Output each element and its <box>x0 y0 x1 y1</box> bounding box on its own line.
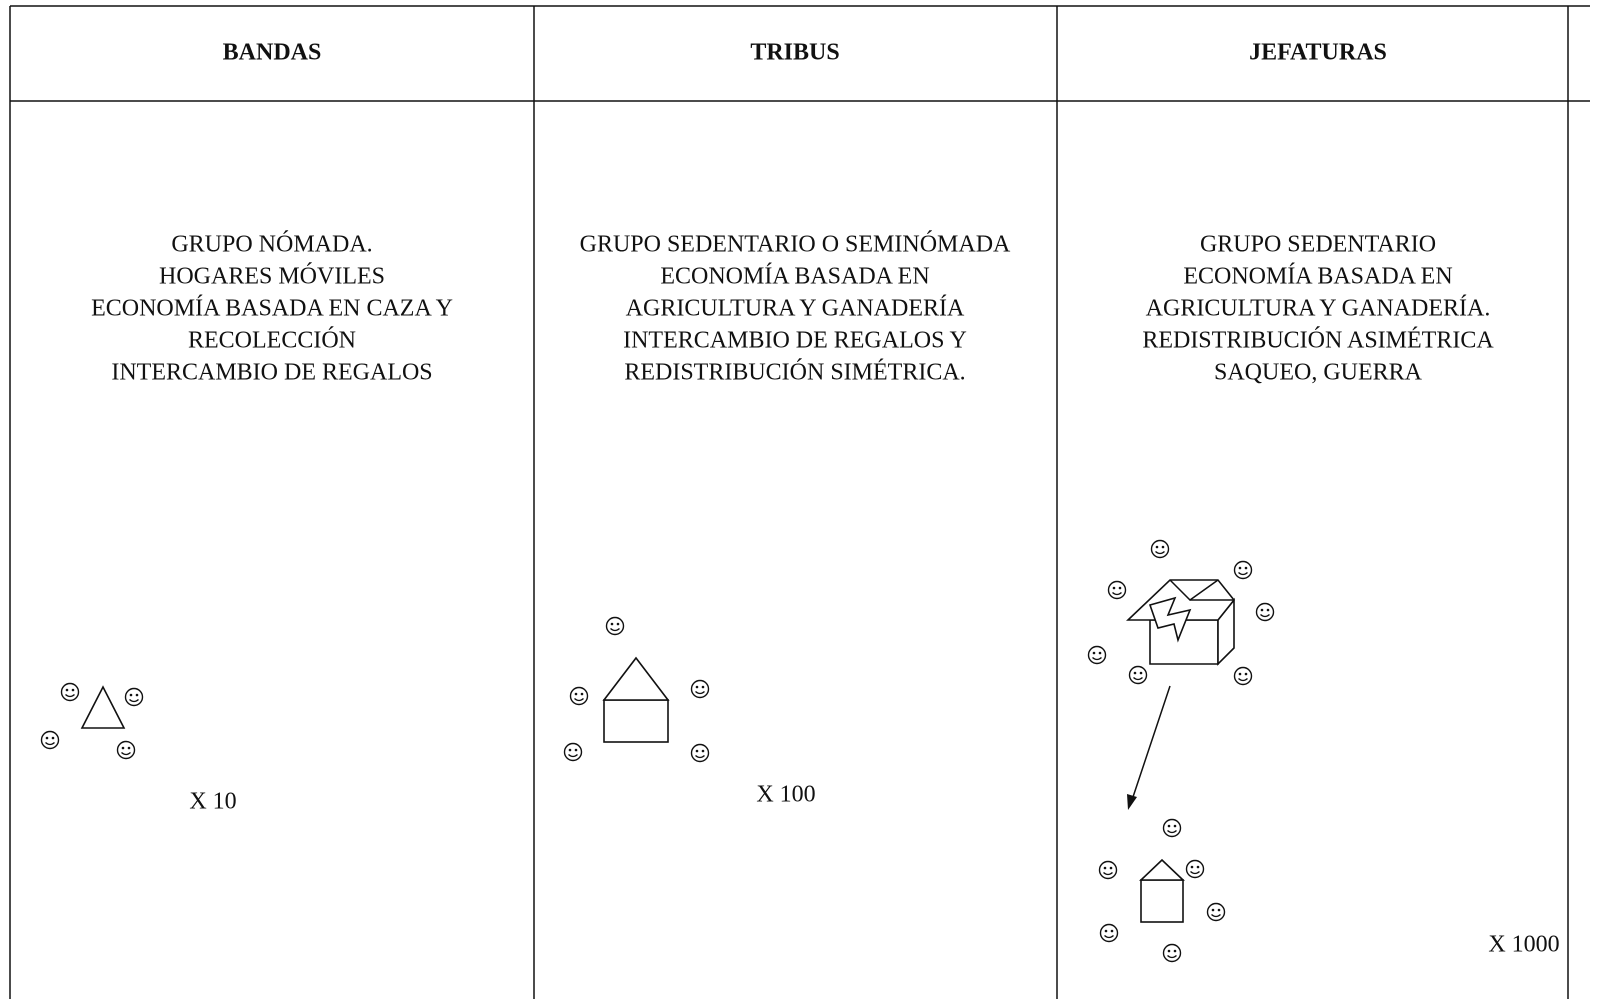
multiplier: X 1000 <box>1488 932 1559 958</box>
person <box>62 684 79 701</box>
person <box>1130 667 1147 684</box>
table-borders <box>9 5 1590 999</box>
person <box>571 688 588 705</box>
lightning <box>1148 596 1192 643</box>
arrow-shaft <box>1131 685 1171 801</box>
chiefdom-icon <box>1089 541 1274 962</box>
person <box>1257 604 1274 621</box>
person <box>1235 562 1252 579</box>
cell-text: RECOLECCIÓN <box>188 327 356 354</box>
person <box>565 744 582 761</box>
person <box>692 681 709 698</box>
cell-text: ECONOMÍA BASADA EN <box>660 264 929 290</box>
cell-text: AGRICULTURA Y GANADERÍA. <box>1146 296 1491 322</box>
multiplier: X 10 <box>189 789 236 815</box>
cell-text: AGRICULTURA Y GANADERÍA <box>626 296 965 322</box>
cell-text: ECONOMÍA BASADA EN CAZA Y <box>91 296 453 322</box>
multiplier: X 100 <box>756 782 815 808</box>
person <box>1164 945 1181 962</box>
cell-text: SAQUEO, GUERRA <box>1214 360 1423 386</box>
house-body <box>1140 879 1184 923</box>
person <box>1164 820 1181 837</box>
house-body <box>603 699 669 743</box>
person <box>607 618 624 635</box>
person <box>118 742 135 759</box>
cell-text: GRUPO SEDENTARIO O SEMINÓMADA <box>580 231 1011 258</box>
cell-text: HOGARES MÓVILES <box>159 263 385 290</box>
cell-text: GRUPO SEDENTARIO <box>1200 232 1436 258</box>
house-roof <box>1139 858 1185 881</box>
person <box>1187 861 1204 878</box>
person <box>692 745 709 762</box>
house-roof <box>602 656 670 701</box>
column-header: BANDAS <box>223 40 322 66</box>
cell-text: INTERCAMBIO DE REGALOS Y <box>623 328 967 354</box>
person <box>1235 668 1252 685</box>
cell-text: REDISTRIBUCIÓN ASIMÉTRICA <box>1142 327 1494 354</box>
cell-text: ECONOMÍA BASADA EN <box>1183 264 1452 290</box>
person <box>1109 582 1126 599</box>
column-header: TRIBUS <box>750 40 839 66</box>
person <box>1101 925 1118 942</box>
tribe-icon <box>565 618 709 762</box>
person <box>1152 541 1169 558</box>
cell-text: REDISTRIBUCIÓN SIMÉTRICA. <box>624 359 965 386</box>
cell-text: INTERCAMBIO DE REGALOS <box>111 360 432 386</box>
band-icon <box>42 684 143 759</box>
person <box>42 732 59 749</box>
column-header: JEFATURAS <box>1249 40 1387 66</box>
tent <box>80 685 126 729</box>
person <box>1100 862 1117 879</box>
person <box>126 689 143 706</box>
person <box>1208 904 1225 921</box>
arrow-head <box>1127 794 1137 810</box>
person <box>1089 647 1106 664</box>
cell-text: GRUPO NÓMADA. <box>171 231 372 258</box>
